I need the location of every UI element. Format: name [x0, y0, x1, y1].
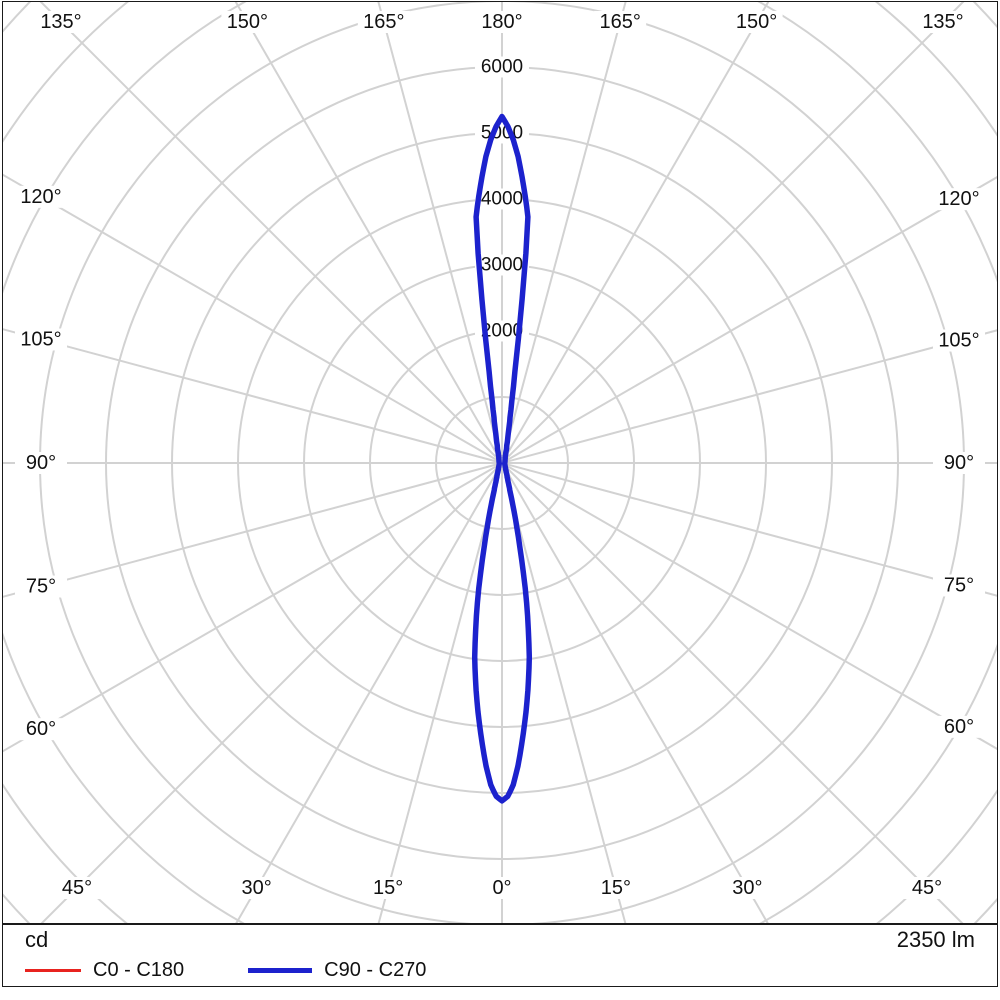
unit-label: cd — [25, 927, 49, 952]
angle-label: 15° — [601, 877, 631, 899]
angle-label: 60° — [944, 716, 974, 738]
polar-chart: 2000 3000 4000 5000 6000 0° 15° 15° 30° 30° 45° 45°… — [3, 2, 997, 923]
legend-label-c90-c270: C90 - C270 — [324, 958, 427, 981]
legend-line-sample-c0-c180 — [25, 968, 81, 972]
angle-label: 90° — [26, 452, 56, 474]
angle-label: 45° — [912, 877, 942, 899]
footer-units-row: cd 2350 lm — [3, 925, 997, 955]
angle-label: 75° — [26, 576, 56, 598]
angle-label: 165° — [599, 11, 640, 33]
chart-footer: cd 2350 lm C0 - C180 C90 - C270 — [3, 923, 997, 983]
angle-label: 15° — [373, 877, 403, 899]
legend-item-c90-c270: C90 - C270 — [248, 959, 426, 982]
angle-label: 150° — [227, 11, 268, 33]
radial-tick-label: 4000 — [481, 189, 523, 210]
legend: C0 - C180 C90 - C270 — [3, 955, 997, 985]
flux-label: 2350 lm — [896, 927, 975, 952]
radial-tick-label: 5000 — [481, 123, 523, 144]
angle-label: 120° — [938, 188, 979, 210]
angle-label: 90° — [944, 452, 974, 474]
legend-item-c0-c180: C0 - C180 — [25, 959, 184, 982]
legend-label-c0-c180: C0 - C180 — [93, 958, 185, 981]
radial-tick-label: 2000 — [481, 321, 523, 342]
angle-label: 60° — [26, 718, 56, 740]
legend-line-sample-c90-c270 — [248, 967, 313, 973]
radial-tick-label: 3000 — [481, 255, 523, 276]
angle-label: 120° — [20, 186, 61, 208]
angle-label: 45° — [62, 877, 92, 899]
angle-label: 135° — [40, 11, 81, 33]
radial-tick-label: 6000 — [481, 57, 523, 78]
curve-c90-c270 — [471, 113, 533, 804]
angle-label: 150° — [736, 11, 777, 33]
angle-label: 135° — [922, 11, 963, 33]
polar-grid — [3, 2, 997, 923]
angle-label: 75° — [944, 574, 974, 596]
angle-label: 180° — [481, 11, 522, 33]
angle-label: 105° — [20, 328, 61, 350]
angle-label: 0° — [492, 877, 511, 899]
angle-label: 165° — [363, 11, 404, 33]
angle-label: 30° — [242, 877, 272, 899]
angle-label: 105° — [938, 330, 979, 352]
angle-label: 30° — [732, 877, 762, 899]
